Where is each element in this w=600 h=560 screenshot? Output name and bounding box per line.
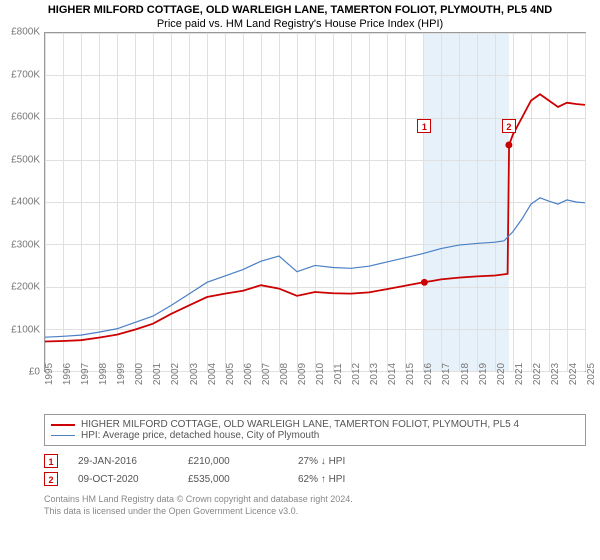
y-tick-label: £400K: [0, 197, 40, 208]
sale-row-marker: 2: [44, 472, 58, 486]
x-tick-label: 2016: [423, 363, 434, 385]
x-tick-label: 2025: [586, 363, 597, 385]
x-tick-label: 2007: [261, 363, 272, 385]
legend-row: HPI: Average price, detached house, City…: [51, 430, 579, 441]
x-tick-label: 2003: [189, 363, 200, 385]
x-tick-label: 2017: [441, 363, 452, 385]
sale-price: £535,000: [188, 474, 278, 485]
x-tick-label: 2012: [351, 363, 362, 385]
x-tick-label: 2010: [315, 363, 326, 385]
x-tick-label: 1996: [62, 363, 73, 385]
x-tick-label: 2001: [152, 363, 163, 385]
x-axis: 1995199619971998199920002001200220032004…: [44, 372, 586, 408]
x-tick-label: 2024: [568, 363, 579, 385]
y-tick-label: £0: [0, 367, 40, 378]
footer-line2: This data is licensed under the Open Gov…: [44, 506, 586, 518]
sale-date: 29-JAN-2016: [78, 456, 168, 467]
chart-plot-area: 12: [44, 32, 586, 372]
y-tick-label: £700K: [0, 69, 40, 80]
sale-marker-2: 2: [502, 119, 516, 133]
title-address: HIGHER MILFORD COTTAGE, OLD WARLEIGH LAN…: [8, 4, 592, 16]
x-tick-label: 2005: [225, 363, 236, 385]
legend-label: HIGHER MILFORD COTTAGE, OLD WARLEIGH LAN…: [81, 419, 519, 430]
gridline-vertical: [585, 33, 586, 371]
x-tick-label: 2018: [460, 363, 471, 385]
title-subtitle: Price paid vs. HM Land Registry's House …: [8, 18, 592, 30]
x-tick-label: 1998: [98, 363, 109, 385]
sale-dot: [505, 141, 512, 148]
footer-attribution: Contains HM Land Registry data © Crown c…: [44, 494, 586, 517]
x-tick-label: 2008: [279, 363, 290, 385]
y-tick-label: £200K: [0, 282, 40, 293]
legend-swatch: [51, 424, 75, 426]
x-tick-label: 2000: [134, 363, 145, 385]
x-tick-label: 2023: [550, 363, 561, 385]
legend-swatch: [51, 435, 75, 436]
sale-row: 1 29-JAN-2016 £210,000 27% ↓ HPI: [44, 452, 586, 470]
x-tick-label: 2011: [333, 363, 344, 385]
legend: HIGHER MILFORD COTTAGE, OLD WARLEIGH LAN…: [44, 414, 586, 446]
y-tick-label: £300K: [0, 239, 40, 250]
x-tick-label: 2022: [532, 363, 543, 385]
legend-row: HIGHER MILFORD COTTAGE, OLD WARLEIGH LAN…: [51, 419, 579, 430]
sale-date: 09-OCT-2020: [78, 474, 168, 485]
y-tick-label: £600K: [0, 112, 40, 123]
legend-label: HPI: Average price, detached house, City…: [81, 430, 319, 441]
plot-svg: [45, 33, 585, 371]
x-tick-label: 2004: [207, 363, 218, 385]
x-tick-label: 1999: [116, 363, 127, 385]
sale-delta: 62% ↑ HPI: [298, 474, 388, 485]
y-tick-label: £800K: [0, 27, 40, 38]
y-axis: £0£100K£200K£300K£400K£500K£600K£700K£80…: [0, 32, 44, 372]
series-hpi: [45, 198, 585, 337]
sales-table: 1 29-JAN-2016 £210,000 27% ↓ HPI 2 09-OCT-202…: [44, 452, 586, 488]
footer-line1: Contains HM Land Registry data © Crown c…: [44, 494, 586, 506]
x-tick-label: 2020: [496, 363, 507, 385]
x-tick-label: 2019: [478, 363, 489, 385]
x-tick-label: 2013: [369, 363, 380, 385]
x-tick-label: 1997: [80, 363, 91, 385]
y-tick-label: £100K: [0, 324, 40, 335]
sale-price: £210,000: [188, 456, 278, 467]
x-tick-label: 2006: [243, 363, 254, 385]
x-tick-label: 2014: [387, 363, 398, 385]
chart-title: HIGHER MILFORD COTTAGE, OLD WARLEIGH LAN…: [0, 0, 600, 32]
sale-delta: 27% ↓ HPI: [298, 456, 388, 467]
x-tick-label: 1995: [44, 363, 55, 385]
sale-row: 2 09-OCT-2020 £535,000 62% ↑ HPI: [44, 470, 586, 488]
x-tick-label: 2009: [297, 363, 308, 385]
y-tick-label: £500K: [0, 154, 40, 165]
sale-dot: [421, 279, 428, 286]
sale-row-marker: 1: [44, 454, 58, 468]
sale-marker-1: 1: [417, 119, 431, 133]
x-tick-label: 2015: [405, 363, 416, 385]
x-tick-label: 2021: [514, 363, 525, 385]
x-tick-label: 2002: [170, 363, 181, 385]
